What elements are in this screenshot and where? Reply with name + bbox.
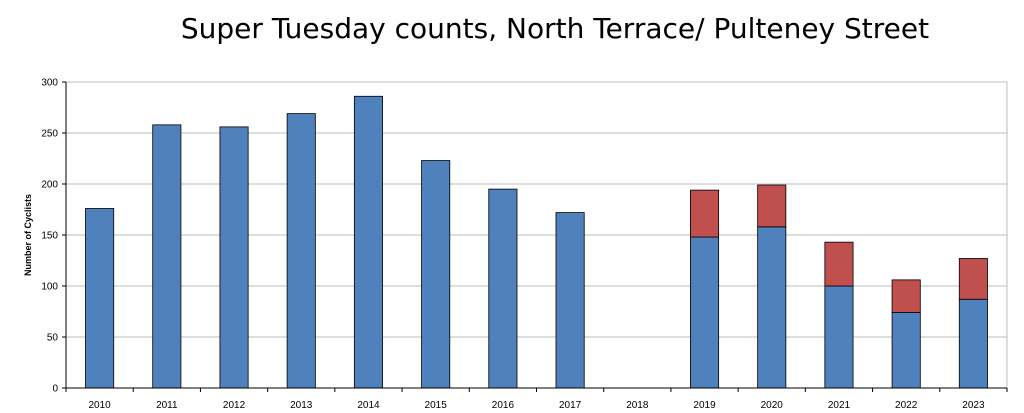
x-tick-label: 2017	[559, 400, 582, 411]
x-tick-label: 2016	[492, 400, 515, 411]
y-tick-label: 300	[41, 78, 58, 89]
x-tick-label: 2023	[962, 400, 985, 411]
bar-2012-series-1	[219, 126, 249, 389]
x-tick-label: 2011	[156, 400, 178, 411]
x-tick-label: 2014	[357, 400, 380, 411]
x-tick-label: 2015	[425, 400, 448, 411]
bar-2021-series-1	[824, 285, 854, 389]
x-tick-label: 2022	[895, 400, 918, 411]
bar-2017-series-1	[555, 212, 585, 389]
y-tick-label: 100	[41, 282, 58, 293]
y-tick-label: 200	[41, 180, 58, 191]
bar-2020-series-1	[757, 226, 787, 389]
bar-2016-series-1	[488, 188, 518, 389]
bar-2023-series-2	[958, 258, 988, 300]
x-tick-label: 2010	[88, 400, 111, 411]
bar-2023-series-1	[958, 298, 988, 389]
bar-2013-series-1	[286, 113, 316, 389]
bar-2010-series-1	[85, 208, 115, 389]
y-tick-label: 0	[52, 384, 58, 395]
x-tick-label: 2012	[223, 400, 246, 411]
bar-2021-series-2	[824, 241, 854, 287]
bar-2022-series-1	[891, 312, 921, 389]
x-tick-label: 2019	[693, 400, 716, 411]
bar-2011-series-1	[152, 124, 182, 389]
y-tick-label: 150	[41, 231, 58, 242]
x-tick-label: 2018	[626, 400, 649, 411]
x-tick-label: 2020	[761, 400, 784, 411]
bar-2015-series-1	[421, 160, 451, 389]
bars	[85, 95, 988, 389]
axis-labels: 0 50 100 150 200 250 300 2010 2011 2012 2013 2014 20…	[23, 78, 985, 412]
bar-2020-series-2	[757, 184, 787, 228]
y-axis-title: Number of Cyclists	[23, 194, 33, 276]
y-tick-label: 250	[41, 129, 58, 140]
axes	[62, 81, 1008, 392]
bar-2019-series-1	[690, 236, 720, 389]
x-tick-label: 2021	[828, 400, 851, 411]
bar-2019-series-2	[690, 189, 720, 238]
gridlines	[66, 81, 1008, 388]
x-tick-label: 2013	[290, 400, 313, 411]
bar-2022-series-2	[891, 279, 921, 313]
y-tick-label: 50	[47, 333, 59, 344]
chart-title: Super Tuesday counts, North Terrace/ Pul…	[180, 12, 930, 45]
bar-2014-series-1	[353, 95, 383, 389]
